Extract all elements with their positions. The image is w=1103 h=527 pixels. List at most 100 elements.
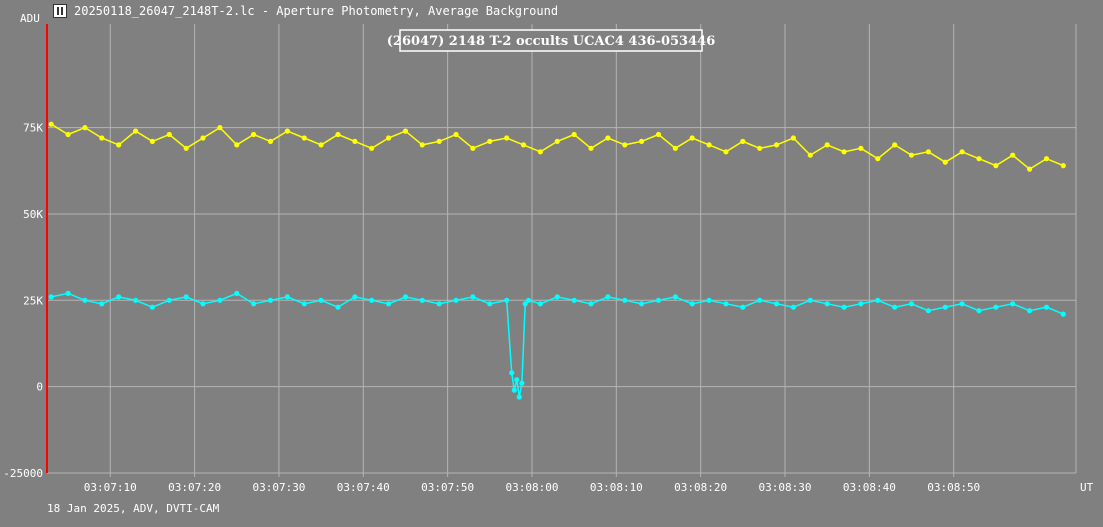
data-point (166, 297, 172, 303)
data-point (723, 149, 729, 155)
data-point (993, 163, 999, 169)
chart-axes (46, 24, 1076, 474)
data-point (522, 301, 528, 307)
series-line (50, 123, 1064, 171)
data-point (335, 304, 341, 310)
data-point (655, 131, 662, 138)
data-point (234, 142, 240, 148)
data-point (689, 135, 695, 141)
data-point (672, 145, 679, 151)
data-point (875, 297, 881, 303)
data-point (706, 297, 712, 303)
data-point (1027, 308, 1033, 314)
data-point (419, 142, 425, 148)
x-tick-label: 03:08:40 (843, 481, 896, 494)
data-point (318, 297, 324, 303)
data-point (200, 135, 206, 141)
footer-caption: 18 Jan 2025, ADV, DVTI-CAM (47, 502, 220, 515)
chart-labels: ADU UT -25000 0 25K 50K 75K 03:07:10 03:07:20 0… (3, 12, 1093, 494)
data-point (402, 128, 409, 134)
data-point (892, 142, 898, 148)
data-point (436, 301, 442, 307)
data-point (841, 304, 847, 310)
data-point (1043, 304, 1050, 310)
data-point (519, 380, 525, 386)
data-point (774, 142, 780, 148)
data-point (516, 394, 522, 400)
data-point (757, 145, 763, 151)
data-point (639, 301, 645, 307)
data-point (335, 131, 341, 138)
data-point (318, 142, 324, 148)
data-point (509, 370, 515, 376)
data-point (740, 138, 746, 144)
data-point (284, 128, 290, 134)
data-point (1027, 166, 1033, 172)
y-tick-label: -25000 (3, 467, 43, 480)
data-point (942, 304, 948, 310)
data-point (841, 149, 847, 155)
data-point (790, 304, 797, 310)
data-point (133, 128, 139, 134)
data-point (200, 301, 206, 307)
data-point (251, 131, 257, 138)
window-title: 20250118_26047_2148T-2.lc - Aperture Pho… (74, 4, 559, 18)
data-point (622, 297, 628, 303)
data-point (824, 301, 830, 307)
data-point (504, 297, 510, 303)
data-point (942, 159, 948, 165)
data-point (740, 304, 746, 310)
x-tick-label: 03:07:30 (252, 481, 305, 494)
data-point (858, 301, 864, 307)
data-point (352, 138, 358, 144)
data-point (908, 301, 915, 307)
data-point (1010, 152, 1016, 158)
y-axis-label: ADU (20, 12, 40, 25)
x-tick-label: 03:07:20 (168, 481, 221, 494)
data-point (588, 301, 594, 307)
data-point (386, 135, 392, 141)
data-point (217, 297, 223, 303)
x-tick-label: 03:08:00 (505, 481, 558, 494)
data-point (487, 301, 493, 307)
data-point (301, 135, 307, 141)
data-point (526, 297, 532, 303)
data-point (267, 297, 274, 303)
x-tick-label: 03:07:50 (421, 481, 474, 494)
data-point (554, 294, 560, 300)
data-point (655, 297, 662, 303)
data-point (875, 156, 881, 162)
data-point (251, 301, 257, 307)
data-point (99, 301, 105, 307)
data-point (453, 297, 459, 303)
data-point (1010, 301, 1016, 307)
data-point (183, 294, 189, 300)
data-point (892, 304, 898, 310)
data-point (504, 135, 510, 141)
chart-title: (26047) 2148 T-2 occults UCAC4 436-05344… (387, 34, 716, 49)
y-tick-label: 50K (23, 208, 43, 221)
data-point (453, 131, 459, 138)
data-point (605, 294, 611, 300)
data-point (234, 290, 240, 296)
lightcurve-app-icon[interactable] (53, 4, 67, 18)
data-point (976, 308, 982, 314)
chart-title-box: (26047) 2148 T-2 occults UCAC4 436-05344… (387, 29, 716, 52)
chart-title-frame (399, 29, 703, 52)
window-title-bar: 20250118_26047_2148T-2.lc - Aperture Pho… (0, 0, 1103, 24)
data-point (807, 152, 813, 158)
data-point (470, 145, 476, 151)
data-point (217, 125, 223, 131)
y-tick-label: 75K (23, 122, 43, 135)
data-point (605, 135, 611, 141)
data-point (386, 301, 392, 307)
data-point (622, 142, 628, 148)
data-point (436, 138, 442, 144)
data-point (807, 297, 813, 303)
data-point (514, 377, 520, 383)
data-point (571, 297, 577, 303)
data-point (824, 142, 830, 148)
series-line (51, 292, 1064, 398)
data-point (369, 145, 375, 151)
